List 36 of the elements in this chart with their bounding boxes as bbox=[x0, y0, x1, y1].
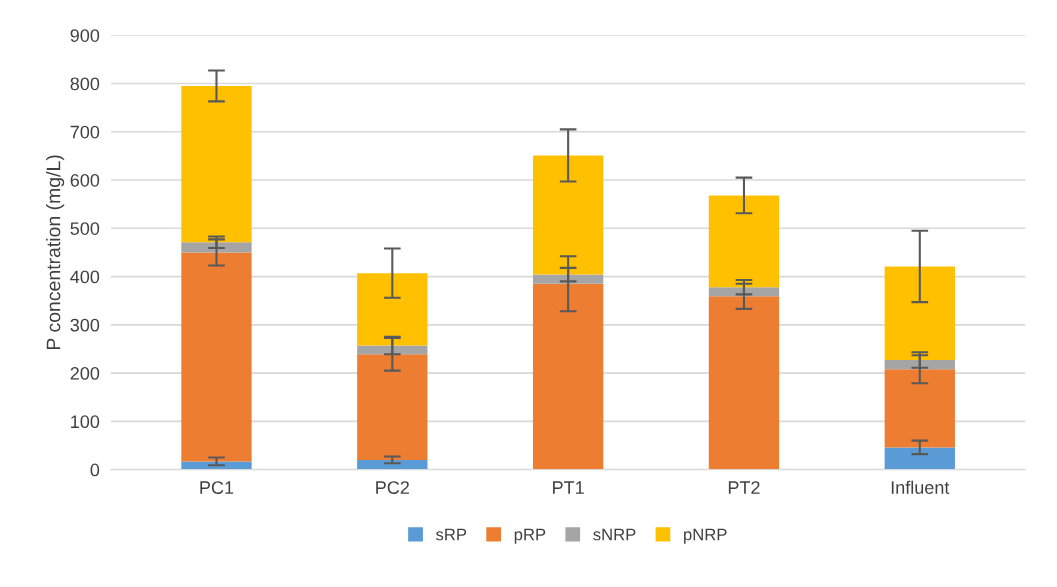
bar bbox=[884, 266, 955, 361]
bar bbox=[884, 447, 955, 470]
y-tick-label: 200 bbox=[70, 367, 100, 380]
bar bbox=[884, 369, 955, 448]
bar bbox=[181, 461, 252, 470]
bar bbox=[708, 195, 780, 288]
x-tick-label: PT1 bbox=[553, 481, 584, 494]
legend-label: sRP bbox=[435, 528, 467, 541]
bar bbox=[181, 242, 252, 253]
y-tick-label: 400 bbox=[70, 270, 100, 284]
legend-label: pRP bbox=[514, 528, 546, 544]
y-tick-label: 800 bbox=[70, 77, 100, 91]
bar bbox=[181, 252, 252, 462]
bar bbox=[708, 296, 780, 470]
x-tick-label: PC1 bbox=[200, 481, 234, 494]
y-axis-title: P concentration (mg/L) bbox=[46, 155, 65, 349]
y-tick-label: 900 bbox=[70, 29, 100, 42]
y-tick-label: 600 bbox=[70, 173, 100, 187]
y-tick-label: 700 bbox=[70, 125, 100, 139]
y-tick-label: 0 bbox=[90, 463, 100, 477]
y-tick-label: 300 bbox=[70, 318, 100, 332]
x-tick-label: PT2 bbox=[728, 481, 760, 494]
x-tick-label: Influent bbox=[891, 480, 950, 494]
bar bbox=[884, 360, 955, 370]
y-tick-label: 100 bbox=[71, 415, 100, 429]
bar bbox=[181, 85, 252, 243]
bar bbox=[532, 283, 604, 470]
legend-label: sNRP bbox=[593, 528, 636, 541]
bar bbox=[357, 459, 428, 470]
bar bbox=[532, 155, 604, 275]
x-tick-label: PC2 bbox=[376, 481, 409, 494]
bar bbox=[532, 274, 604, 284]
bar bbox=[357, 354, 428, 460]
y-tick-label: 500 bbox=[70, 222, 100, 235]
legend-label: pNRP bbox=[684, 528, 727, 544]
bar bbox=[357, 273, 428, 346]
